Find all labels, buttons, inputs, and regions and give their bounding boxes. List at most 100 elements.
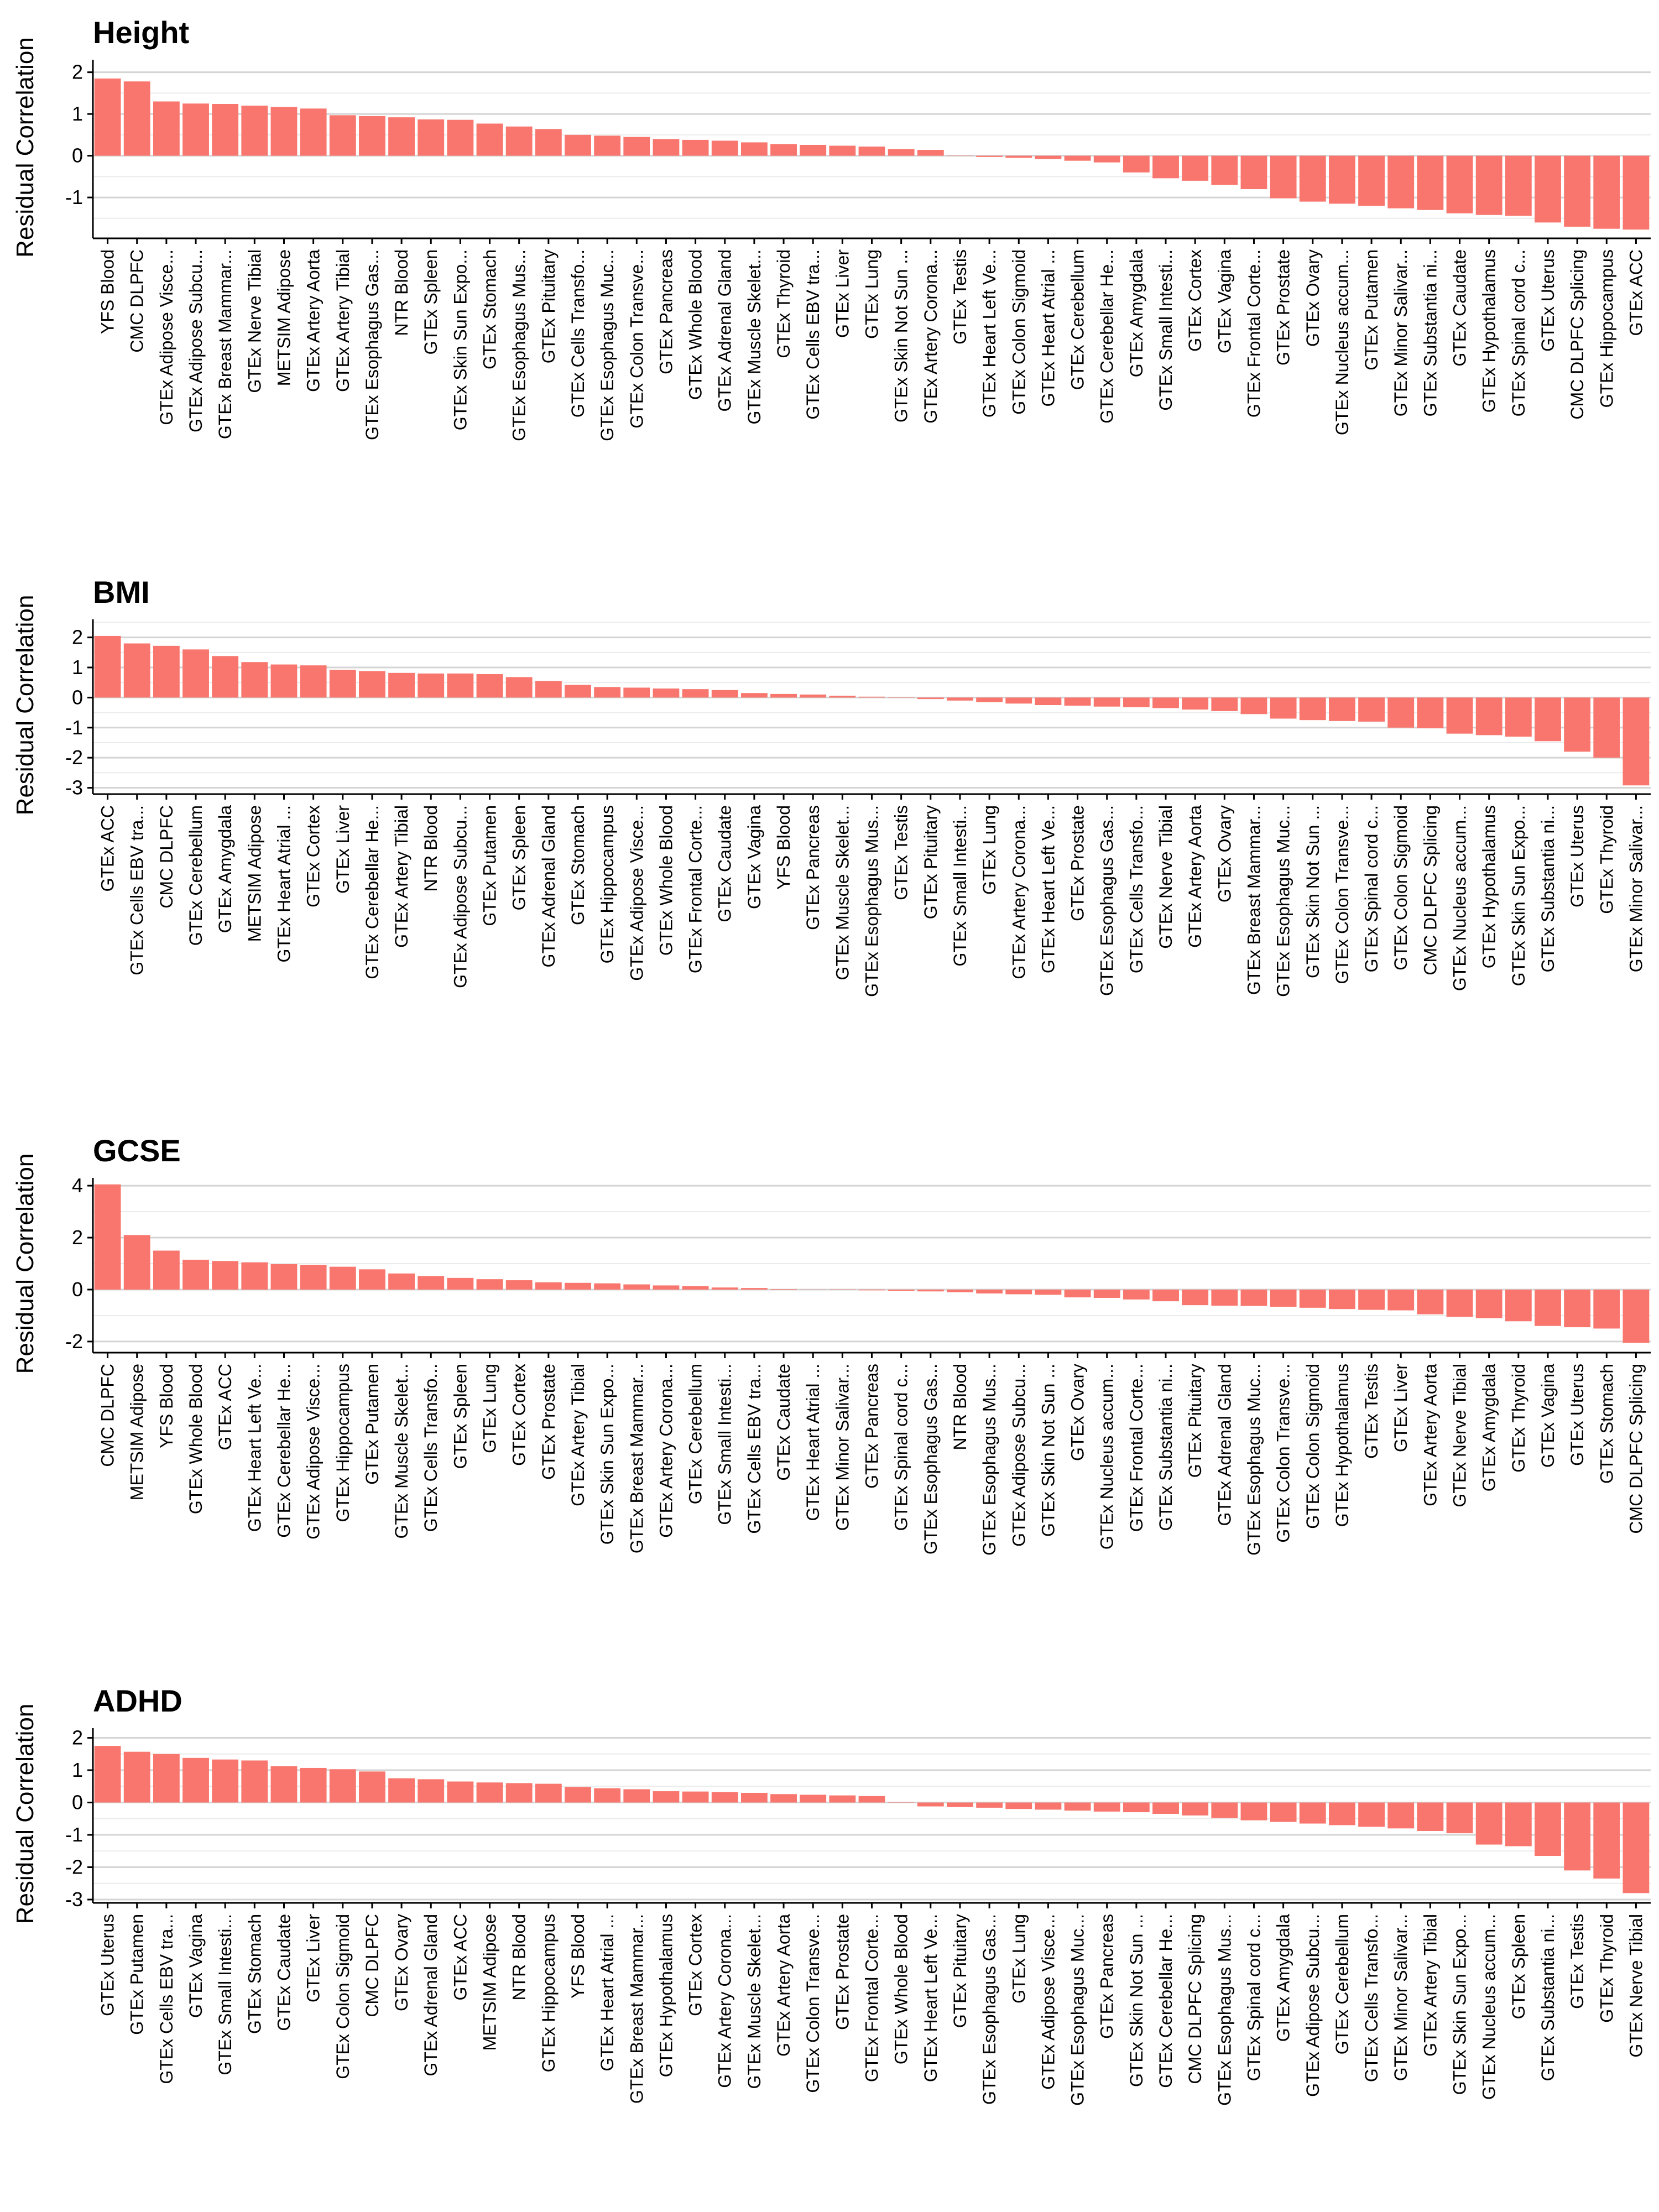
bar <box>888 149 915 156</box>
x-tick-label: GTEx Putamen <box>127 1914 147 2035</box>
x-tick-label: GTEx Skin Sun Expo... <box>1450 1914 1470 2095</box>
x-tick-label: GTEx Ovary <box>1068 1364 1088 1461</box>
bar <box>329 1769 356 1803</box>
x-tick-label: GTEx Artery Tibial <box>333 249 353 392</box>
bar <box>241 662 268 698</box>
bar <box>858 1796 885 1803</box>
bar <box>1152 697 1179 708</box>
bar <box>917 1802 944 1807</box>
bar <box>505 1280 533 1290</box>
x-tick-label: GTEx Adipose Visce... <box>1038 1914 1058 2090</box>
bar <box>770 1289 797 1290</box>
x-tick-label: GTEx Pituitary <box>921 805 941 919</box>
bar <box>535 1783 562 1803</box>
bar <box>241 106 268 156</box>
bar <box>1417 1289 1444 1314</box>
bar <box>800 1794 827 1803</box>
bar <box>359 1269 385 1290</box>
x-tick-label: GTEx Esophagus Gas... <box>1097 805 1117 996</box>
bar <box>1593 1289 1620 1329</box>
x-tick-label: GTEx ACC <box>1626 249 1646 336</box>
x-tick-label: GTEx Breast Mammar... <box>627 1914 646 2104</box>
x-tick-label: GTEx Colon Sigmoid <box>1391 805 1411 971</box>
x-tick-label: GTEx Substantia ni... <box>1156 1364 1176 1531</box>
x-tick-label: GTEx Heart Atrial ... <box>803 1364 823 1521</box>
x-tick-label: GTEx Adrenal Gland <box>715 249 735 411</box>
bar <box>1123 155 1150 173</box>
bar <box>153 101 180 156</box>
x-tick-label: CMC DLPFC Splicing <box>1185 1914 1205 2084</box>
y-tick-label: -1 <box>65 716 83 739</box>
bar <box>594 687 621 698</box>
bar <box>740 1288 768 1290</box>
panel-title: GCSE <box>93 1133 181 1168</box>
bar <box>1505 1289 1532 1322</box>
bar <box>447 673 474 698</box>
bar <box>94 1746 121 1803</box>
x-tick-label: GTEx Cortex <box>686 1914 706 2016</box>
x-tick-label: GTEx Substantia ni... <box>1538 805 1558 972</box>
x-tick-label: GTEx Caudate <box>715 805 735 922</box>
x-tick-label: GTEx Adipose Visce... <box>156 249 176 425</box>
x-tick-label: GTEx Spinal cord c... <box>891 1364 911 1531</box>
bar <box>565 685 591 698</box>
x-tick-label: GTEx Ovary <box>1303 249 1323 347</box>
bar <box>858 696 885 698</box>
x-tick-label: GTEx Artery Tibial <box>392 805 411 948</box>
bar <box>1387 1802 1415 1829</box>
x-tick-label: GTEx Spinal cord c... <box>1244 1914 1264 2081</box>
bar <box>653 1285 680 1290</box>
y-tick-label: 2 <box>72 61 83 84</box>
x-tick-label: CMC DLPFC <box>98 1364 118 1467</box>
x-tick-label: GTEx Esophagus Gas... <box>979 1914 999 2105</box>
x-tick-label: CMC DLPFC <box>127 249 147 353</box>
bar <box>505 1783 533 1803</box>
x-tick-label: NTR Blood <box>509 1914 529 2001</box>
x-tick-label: GTEx Ovary <box>1214 805 1234 902</box>
bar <box>770 1794 797 1803</box>
x-tick-label: GTEx Pituitary <box>950 1914 970 2028</box>
bar <box>94 78 121 156</box>
x-tick-label: GTEx Uterus <box>1567 1364 1587 1466</box>
bar <box>270 1766 298 1803</box>
bar <box>212 1759 239 1803</box>
bar <box>1240 155 1267 189</box>
x-tick-label: GTEx Frontal Corte... <box>686 805 706 973</box>
bar <box>329 115 356 156</box>
x-tick-label: GTEx Small Intesti... <box>1156 249 1176 411</box>
bar <box>1535 1802 1561 1856</box>
x-tick-label: GTEx Spleen <box>1509 1914 1528 2019</box>
bar <box>388 1273 415 1290</box>
bar <box>153 645 180 698</box>
x-tick-label: GTEx Hippocampus <box>597 805 617 963</box>
bar <box>947 1802 973 1807</box>
x-tick-label: GTEx Nerve Tibial <box>244 249 264 393</box>
bar <box>1064 697 1091 706</box>
bar <box>594 135 621 156</box>
x-tick-label: GTEx Thyroid <box>1597 1914 1616 2023</box>
bar <box>1064 1289 1091 1298</box>
bar <box>1093 155 1120 163</box>
bar <box>1035 1802 1062 1810</box>
bar <box>682 689 709 698</box>
y-tick-label: -3 <box>65 776 83 799</box>
x-tick-label: GTEx Amygdala <box>1274 1914 1293 2042</box>
x-tick-label: GTEx Esophagus Gas... <box>362 249 382 440</box>
x-tick-label: GTEx Lung <box>1009 1914 1029 2004</box>
x-tick-label: GTEx Cells EBV tra... <box>803 249 823 420</box>
x-tick-label: GTEx Prostate <box>1068 805 1088 921</box>
bar <box>1535 1289 1561 1326</box>
bar <box>476 123 503 156</box>
x-tick-label: GTEx Artery Tibial <box>568 1364 588 1506</box>
x-tick-label: GTEx Nucleus accum... <box>1479 1914 1499 2100</box>
bar <box>418 119 445 156</box>
x-tick-label: GTEx Testis <box>1361 1364 1381 1459</box>
x-tick-label: GTEx Adrenal Gland <box>539 805 559 967</box>
x-tick-label: GTEx Colon Sigmoid <box>1303 1364 1323 1529</box>
bar <box>976 155 1003 157</box>
x-tick-label: GTEx Uterus <box>98 1914 118 2016</box>
x-tick-label: METSIM Adipose <box>127 1364 147 1500</box>
bar <box>359 1771 385 1803</box>
bar <box>505 126 533 156</box>
x-tick-label: GTEx Whole Blood <box>656 805 676 956</box>
